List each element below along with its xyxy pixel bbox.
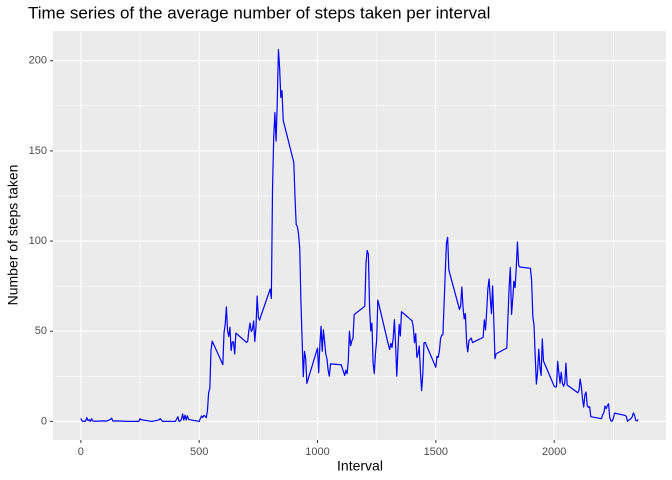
x-tick-label: 0 [78,446,84,458]
y-axis-title: Number of steps taken [5,165,21,306]
y-tick-label: 100 [29,235,47,247]
y-tick-label: 200 [29,55,47,67]
chart-title: Time series of the average number of ste… [28,3,490,22]
y-tick-label: 0 [41,415,47,427]
plot-panel [53,31,666,440]
data-line [80,48,639,423]
x-tick-label: 1000 [305,446,329,458]
x-tick-label: 500 [190,446,208,458]
y-tick-label: 150 [29,145,47,157]
x-tick-label: 2000 [542,446,566,458]
x-tick-label: 1500 [424,446,448,458]
x-axis-title: Interval [337,458,383,474]
y-tick-label: 50 [35,325,47,337]
